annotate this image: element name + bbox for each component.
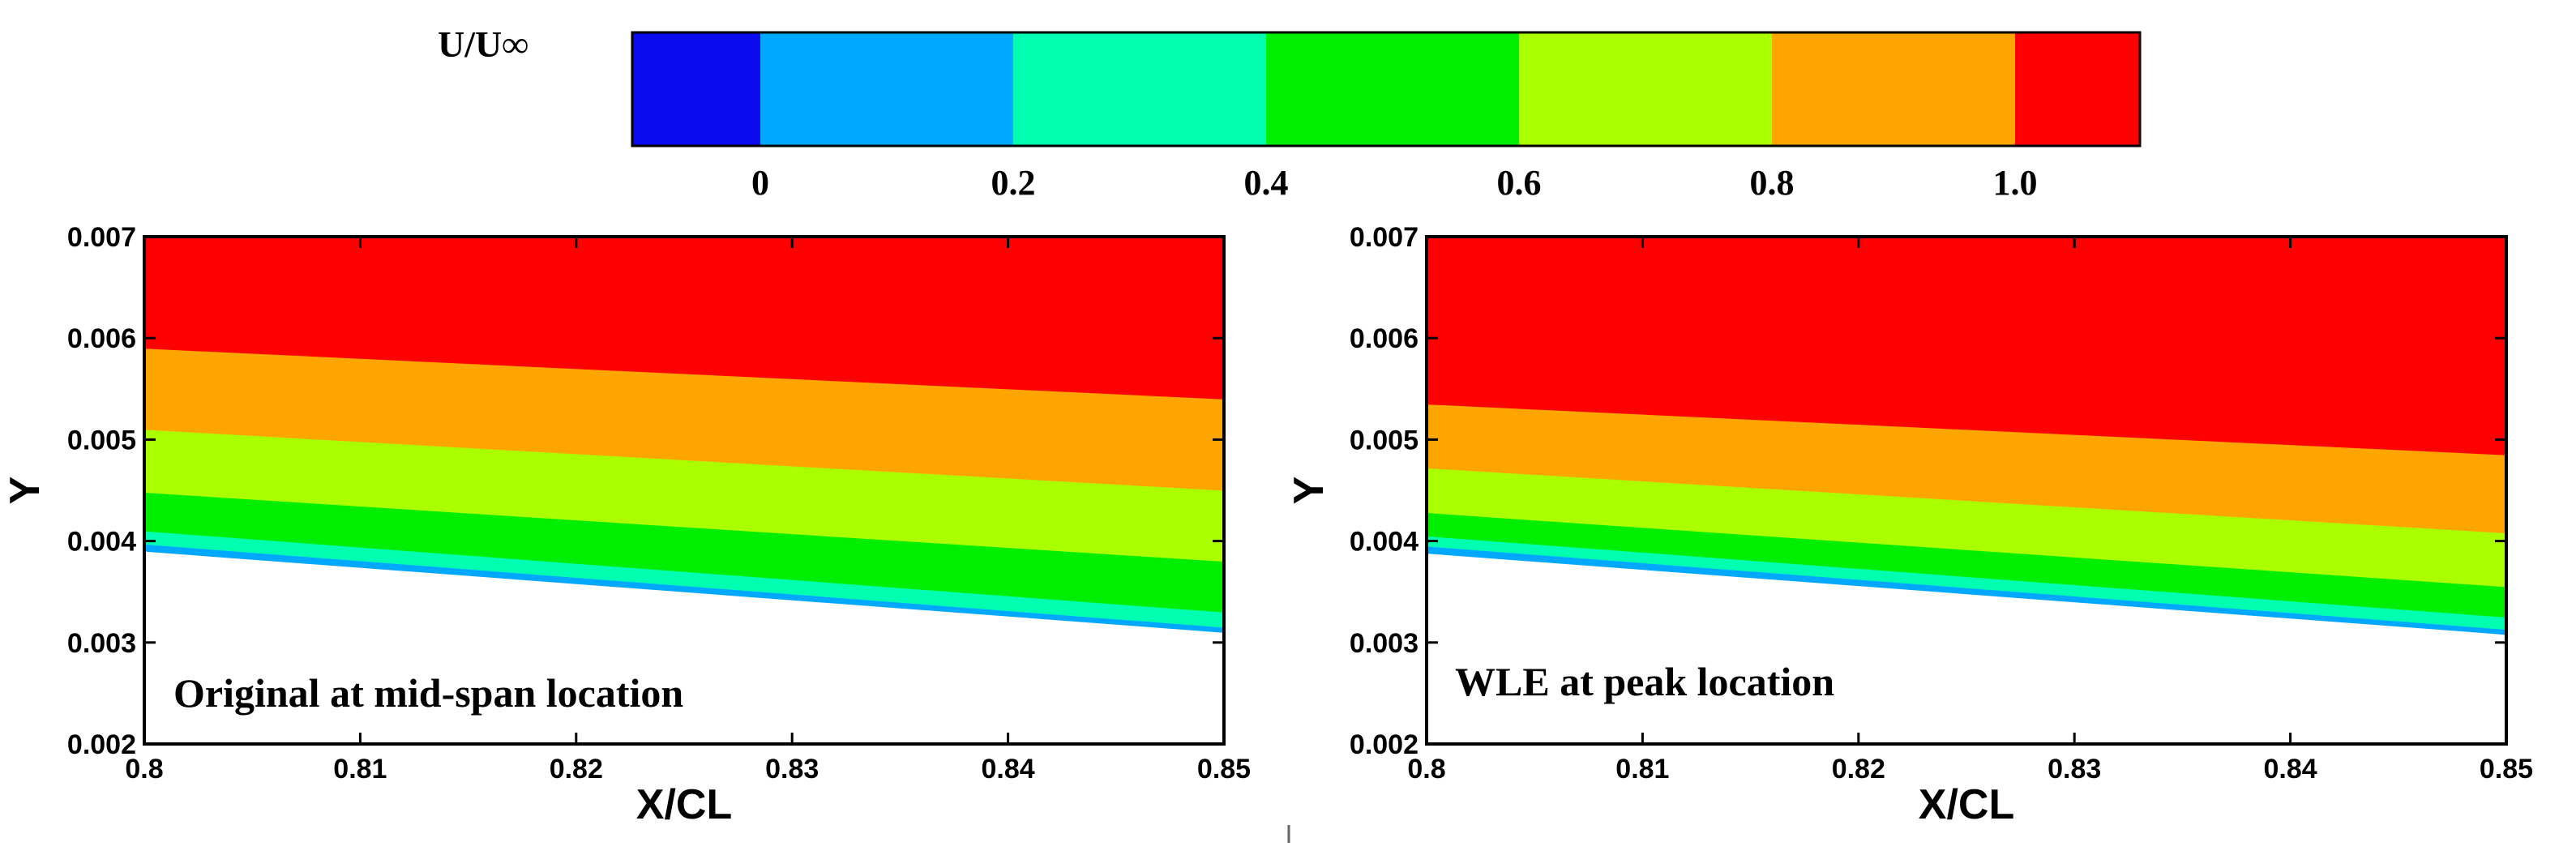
colorbar-swatches [631, 31, 2142, 147]
x-tick-label: 0.82 [550, 754, 603, 784]
x-tick-label: 0.8 [125, 754, 163, 784]
x-tick-label: 0.84 [982, 754, 1035, 784]
plot-frame [143, 235, 1226, 746]
y-tick-label: 0.002 [67, 729, 136, 760]
colorbar-tick-label: 0 [751, 163, 769, 203]
contour-bands [143, 236, 1225, 633]
colorbar-tick-label: 1.0 [1993, 163, 2038, 203]
y-axis-label: Y [2, 477, 49, 505]
y-tick-label: 0.002 [1350, 729, 1419, 760]
colorbar-swatch [1772, 32, 2015, 146]
x-tick-label: 0.83 [2048, 754, 2101, 784]
contour-panel-original: 0.8 0.81 0.82 0.83 0.84 0.85 0.0020.0030.0040… [2, 222, 1251, 828]
contour-panel-wle: 0.8 0.81 0.82 0.83 0.84 0.85 0.0020.0030.0040… [1286, 222, 2533, 828]
y-tick-label: 0.004 [67, 527, 136, 558]
x-tick-label: 0.8 [1407, 754, 1445, 784]
y-tick-label: 0.007 [1350, 222, 1419, 253]
panel-annotation: Original at mid-span location [173, 670, 683, 716]
colorbar-swatch [1013, 32, 1266, 146]
y-tick-labels: 0.002 0.003 0.004 0.005 0.006 0.007 [67, 222, 1224, 760]
x-tick-label: 0.82 [1832, 754, 1885, 784]
x-tick-label: 0.81 [1615, 754, 1669, 784]
colorbar-tick-labels: 0 0.2 0.4 0.6 0.8 1.0 [751, 163, 2038, 203]
x-tick-label: 0.83 [765, 754, 819, 784]
colorbar-legend: U/U∞ 0 0.2 0.4 0.6 0.8 1.0 [438, 24, 2142, 203]
colorbar-border [631, 31, 2142, 147]
colorbar-swatch [632, 32, 760, 146]
x-tick-labels: 0.8 0.81 0.82 0.83 0.84 0.85 [125, 237, 1251, 784]
y-tick-label: 0.007 [67, 222, 136, 253]
x-tick-labels: 0.8 0.81 0.82 0.83 0.84 0.85 [1407, 237, 2533, 784]
x-tick-label: 0.85 [1197, 754, 1251, 784]
colorbar-swatch [760, 32, 1013, 146]
x-tick-label: 0.81 [333, 754, 387, 784]
y-tick-label: 0.006 [67, 323, 136, 354]
colorbar-swatch [1266, 32, 1519, 146]
y-tick-labels: 0.002 0.003 0.004 0.005 0.006 0.007 [1350, 222, 2506, 760]
colorbar-swatch [1519, 32, 1772, 146]
x-tick-label: 0.85 [2480, 754, 2533, 784]
x-axis-label: X/CL [1919, 781, 2014, 828]
x-tick-label: 0.84 [2264, 754, 2317, 784]
colorbar-tick-label: 0.4 [1244, 163, 1289, 203]
y-tick-label: 0.005 [1350, 425, 1419, 455]
colorbar-swatch [2015, 32, 2140, 146]
x-axis-label: X/CL [636, 781, 732, 828]
colorbar-variable-label: U/U∞ [438, 24, 528, 65]
y-tick-label: 0.004 [1350, 527, 1419, 558]
y-tick-label: 0.003 [1350, 628, 1419, 659]
colorbar-tick-label: 0.8 [1750, 163, 1795, 203]
y-tick-label: 0.005 [67, 425, 136, 455]
colorbar-tick-label: 0.2 [991, 163, 1036, 203]
colorbar-tick-label: 0.6 [1497, 163, 1542, 203]
y-tick-label: 0.006 [1350, 323, 1419, 354]
y-axis-label: Y [1286, 477, 1333, 505]
plot-frame [1425, 235, 2508, 746]
panel-annotation: WLE at peak location [1455, 659, 1834, 704]
y-tick-label: 0.003 [67, 628, 136, 659]
contour-bands [1426, 236, 2507, 635]
